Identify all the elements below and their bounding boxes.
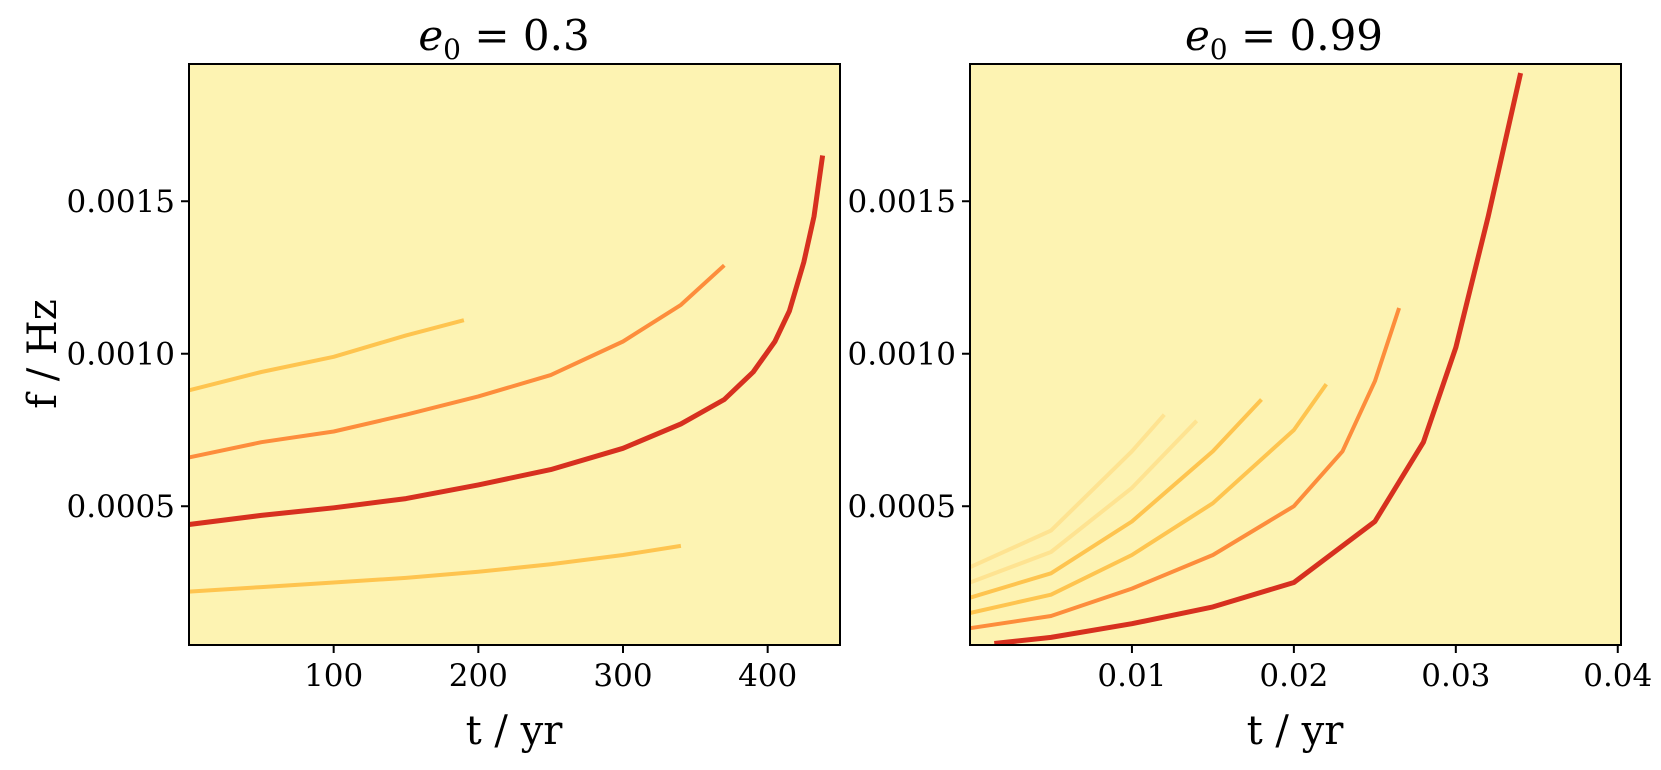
harmonic-track-4 [188, 318, 465, 393]
y-tick-label: 0.0015 [848, 184, 956, 220]
x-axis-label-1: t / yr [1247, 708, 1345, 754]
ticks-group-1: 0.01 0.02 0.03 0.04 0.0005 0.0010 0.0015 [848, 184, 1653, 694]
plot-area-1 [970, 64, 1621, 645]
y-tick-label: 0.0005 [67, 489, 175, 525]
harmonic-track-1 [188, 543, 682, 594]
harmonic-track-2 [969, 307, 1401, 631]
x-tick-label: 200 [449, 658, 508, 694]
x-tick-label: 400 [738, 658, 797, 694]
title-1: e0 = 0.99 [1185, 11, 1383, 66]
x-axis-label-0: t / yr [466, 708, 564, 754]
title-1-symbol: e [1185, 11, 1210, 60]
title-0: e0 = 0.3 [418, 11, 589, 66]
y-tick-label: 0.0015 [67, 184, 175, 220]
harmonic-track-3 [969, 383, 1328, 615]
x-tick-label: 0.03 [1421, 658, 1490, 694]
title-1-rest: = 0.99 [1228, 11, 1383, 60]
x-tick-label: 0.04 [1583, 658, 1652, 694]
title-1-subscript: 0 [1210, 33, 1228, 66]
y-tick-label: 0.0010 [67, 337, 175, 373]
plot-frame-0 [188, 63, 841, 646]
harmonic-track-6 [969, 413, 1166, 570]
panel-e0-0.3: e0 = 0.3 100 200 300 4000.00050.00100.0015 … [20, 11, 841, 754]
x-tick-label: 0.02 [1259, 658, 1328, 694]
title-0-rest: = 0.3 [461, 11, 590, 60]
panel-e0-0.99: e0 = 0.99 0.01 0.02 0.03 0.040.00050.00100.… [848, 11, 1653, 754]
y-tick-label: 0.0010 [848, 337, 956, 373]
ticks-group-0: 100 200 300 400 0.0005 0.0010 0.0015 [67, 184, 798, 694]
x-tick-label: 100 [304, 658, 363, 694]
title-0-subscript: 0 [443, 33, 461, 66]
harmonic-track-5 [969, 419, 1199, 585]
plot-frame-1 [969, 63, 1622, 646]
harmonic-track-1 [994, 72, 1524, 646]
plot-area-0 [189, 64, 840, 645]
x-tick-label: 300 [593, 658, 652, 694]
x-tick-label: 0.01 [1097, 658, 1166, 694]
harmonic-track-4 [969, 398, 1263, 600]
y-axis-label-0: f / Hz [20, 299, 66, 409]
harmonic-track-2 [188, 155, 826, 527]
y-tick-label: 0.0005 [848, 489, 956, 525]
series-group-0 [188, 155, 826, 594]
series-group-1 [969, 72, 1524, 646]
title-0-symbol: e [418, 11, 443, 60]
harmonic-track-3 [188, 263, 726, 460]
